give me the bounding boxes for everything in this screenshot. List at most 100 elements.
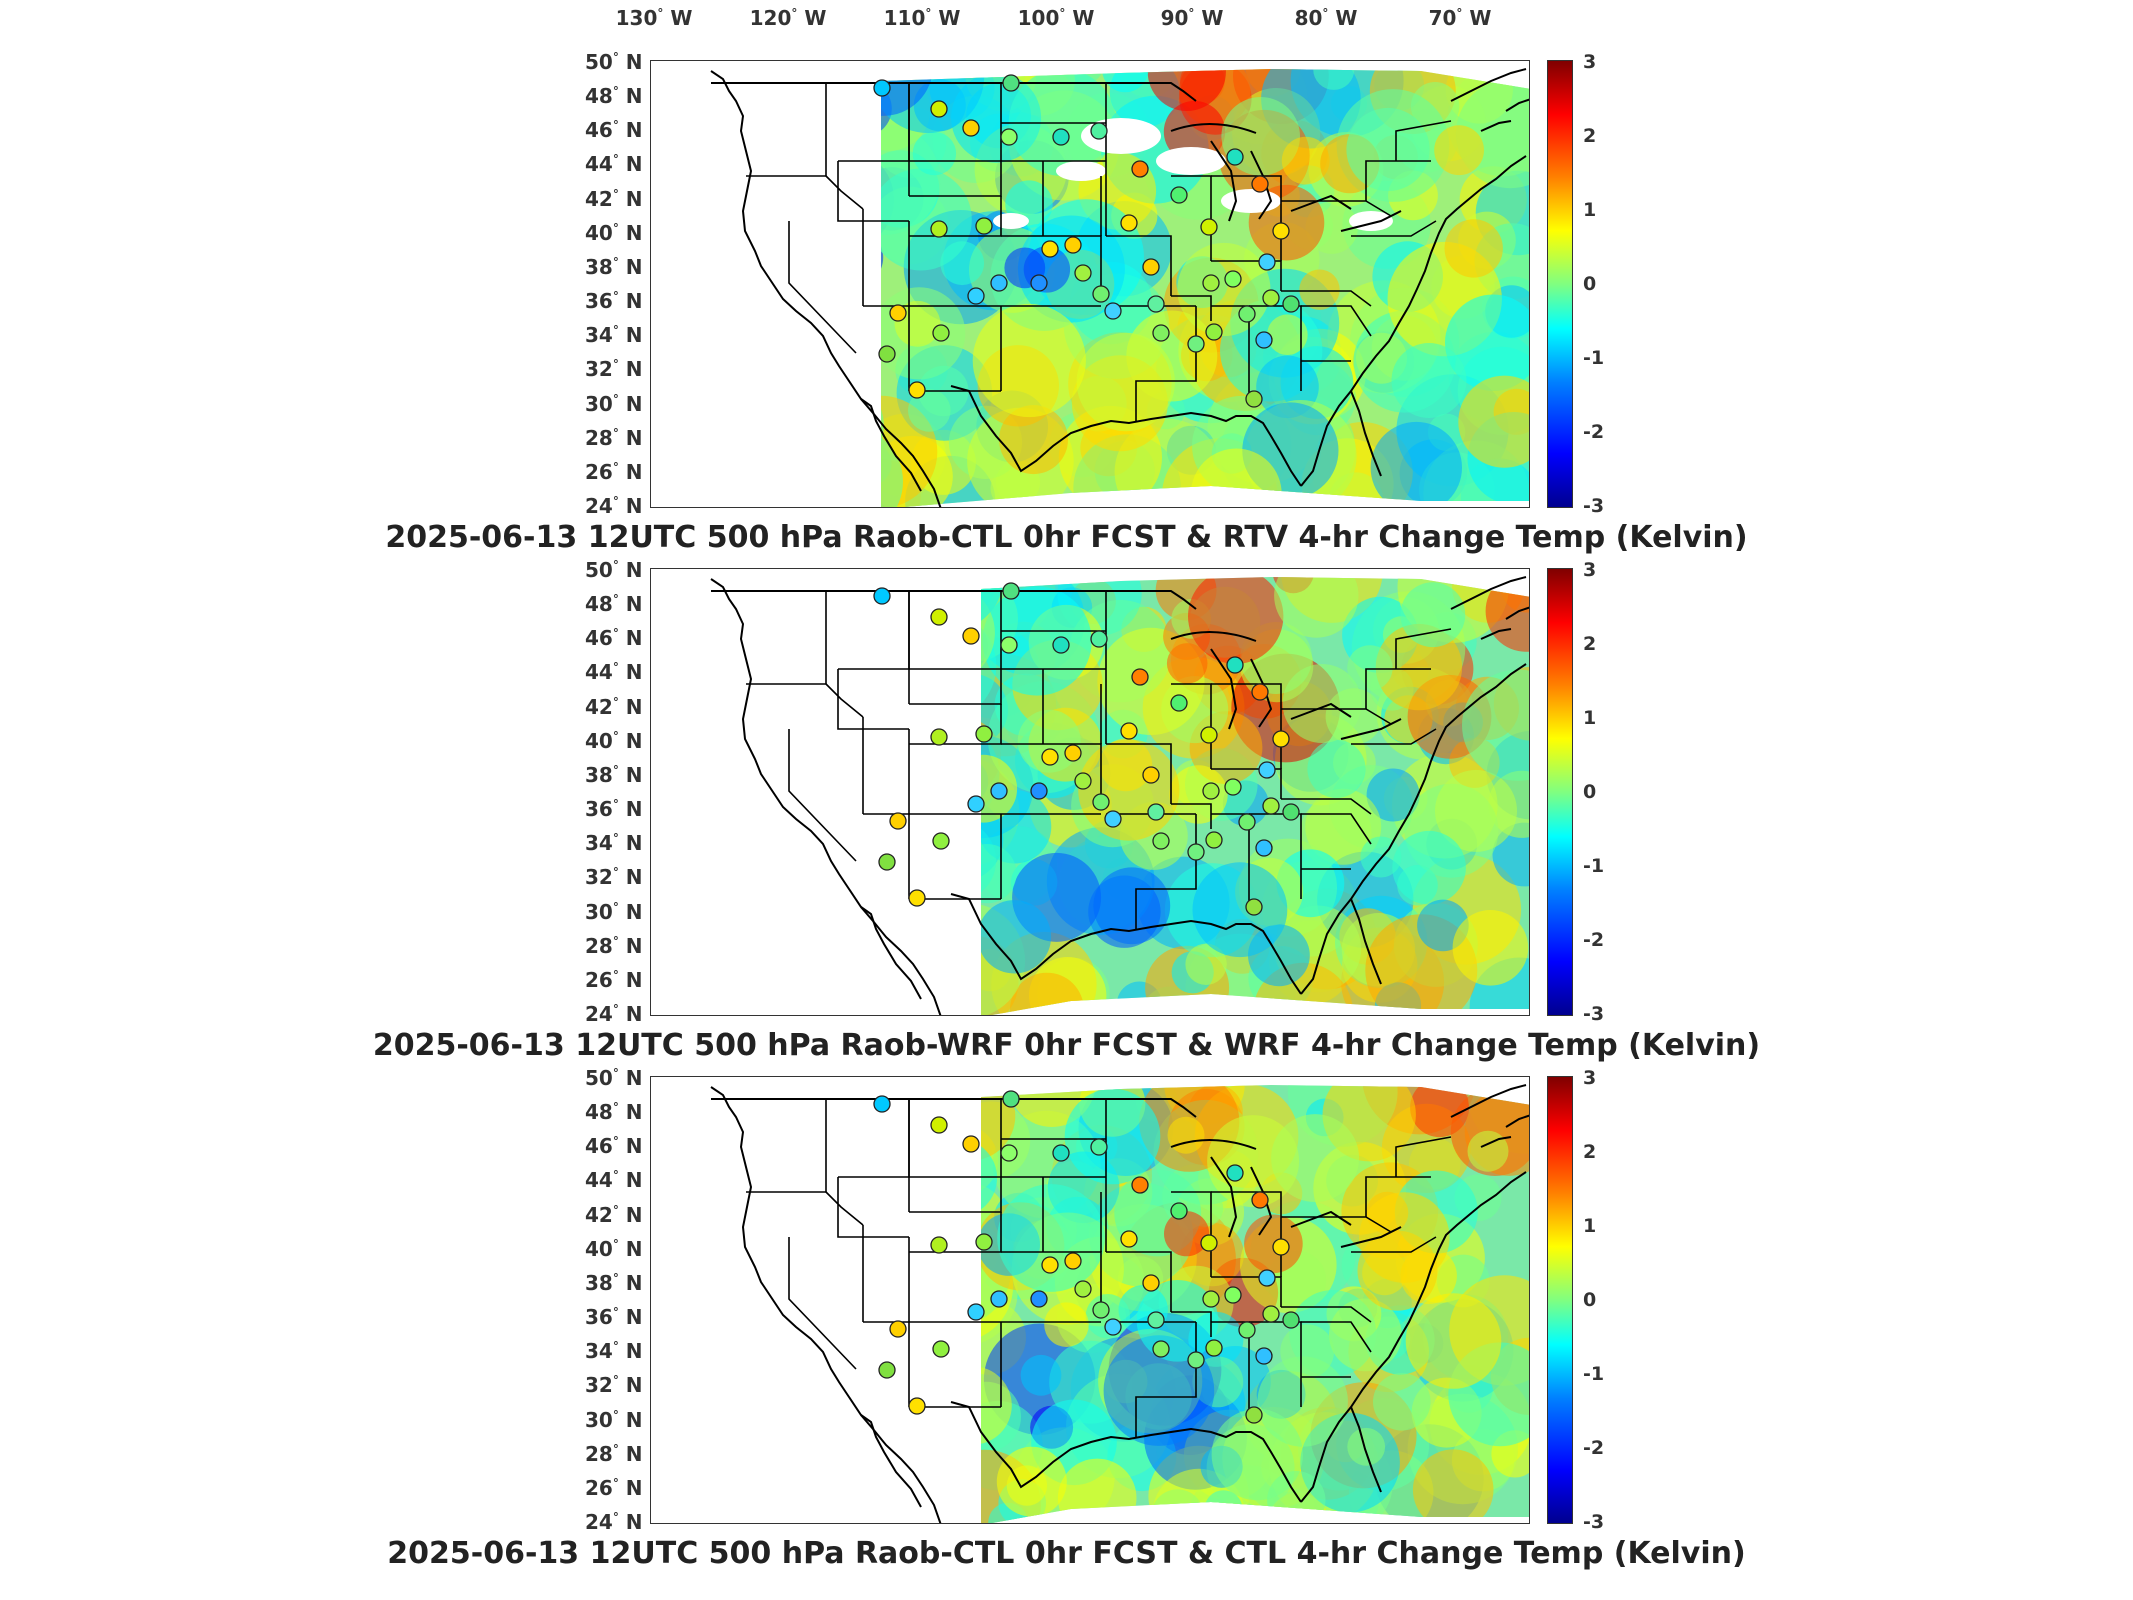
coastline <box>711 1098 1197 1118</box>
field-blob <box>783 657 849 723</box>
field-blob <box>1064 1088 1161 1185</box>
latitude-label: 50° N <box>585 50 643 74</box>
field-blob <box>982 586 1092 696</box>
raob-station-marker <box>1224 270 1242 288</box>
raob-station-marker <box>1147 803 1165 821</box>
missing-data-area <box>1056 161 1106 181</box>
field-blob <box>796 271 862 337</box>
field-blob <box>651 910 739 1016</box>
field-blob <box>881 148 895 251</box>
field-blob <box>838 1402 892 1456</box>
field-blob <box>876 1225 976 1325</box>
field-blob <box>651 1213 703 1283</box>
raob-station-marker <box>1258 761 1276 779</box>
raob-station-marker <box>1224 778 1242 796</box>
state-border <box>1365 1176 1431 1217</box>
raob-station-marker <box>1255 839 1273 857</box>
raob-station-marker <box>889 1320 907 1338</box>
raob-station-marker <box>873 587 891 605</box>
field-blob <box>713 569 807 660</box>
field-blob <box>726 1450 768 1492</box>
longitude-label: 110° W <box>883 6 961 30</box>
field-blob <box>972 303 1086 418</box>
field-blob <box>700 982 762 1016</box>
raob-station-marker <box>878 853 896 871</box>
field-blob <box>887 788 936 837</box>
raob-station-marker <box>1120 214 1138 232</box>
field-blob <box>651 1106 727 1209</box>
latitude-label: 40° N <box>585 728 643 753</box>
field-blob <box>1444 219 1503 278</box>
field-blob <box>668 1078 758 1168</box>
field-blob <box>660 88 745 173</box>
raob-station-marker <box>873 79 891 97</box>
field-blob <box>682 1390 741 1449</box>
field-blob <box>1370 421 1462 507</box>
field-blob <box>674 61 725 93</box>
field-blob <box>786 1395 897 1506</box>
field-blob <box>707 904 752 949</box>
field-blob <box>651 432 737 509</box>
map-panel-2: 50° N 48° N 46° N 44° N 42° N 40° N 38° N 36° N… <box>0 558 2133 1078</box>
field-blob <box>1211 1408 1303 1501</box>
field-blob <box>651 280 726 360</box>
coastline <box>710 1086 942 1523</box>
longitude-label: 90° W <box>1160 6 1224 30</box>
state-border <box>1395 1136 1452 1177</box>
field-blob <box>1467 1130 1509 1172</box>
raob-station-marker <box>1142 258 1160 276</box>
longitude-label: 70° W <box>1428 6 1492 30</box>
field-blob <box>678 86 725 133</box>
field-blob <box>1020 1354 1062 1396</box>
field-blob <box>681 589 772 680</box>
latitude-label: 30° N <box>585 391 643 416</box>
colorbar-tick-label: 0 <box>1583 273 1597 295</box>
longitude-label: 100° W <box>1017 6 1095 30</box>
field-blob <box>757 889 796 928</box>
field-blob <box>850 870 900 920</box>
field-blob <box>688 774 768 854</box>
field-blob <box>1359 1192 1450 1283</box>
raob-station-marker <box>1092 285 1110 303</box>
raob-station-marker <box>1282 1311 1300 1329</box>
raob-station-marker <box>1205 323 1223 341</box>
field-blob <box>881 69 934 116</box>
field-blob <box>697 836 808 947</box>
colorbar-tick-label: 3 <box>1583 1067 1597 1089</box>
field-blob <box>651 133 728 219</box>
raob-station-marker <box>932 832 950 850</box>
latitude-label: 38° N <box>585 1270 643 1295</box>
latitude-label: 32° N <box>585 1373 643 1398</box>
field-blob <box>686 1399 736 1449</box>
coastline <box>950 893 1302 995</box>
state-border <box>825 175 864 210</box>
state-border <box>1171 295 1212 321</box>
coastline <box>1350 898 1382 985</box>
coastline <box>1450 1084 1529 1148</box>
state-border <box>1106 235 1172 296</box>
field-blob <box>664 175 708 219</box>
state-border <box>837 1177 909 1238</box>
field-blob <box>819 1158 935 1274</box>
field-blob <box>651 1317 691 1381</box>
raob-station-marker <box>1142 1274 1160 1292</box>
field-blob <box>997 1184 1105 1292</box>
raob-station-marker <box>1202 274 1220 292</box>
latitude-label: 32° N <box>585 865 643 890</box>
field-blob <box>1281 136 1330 185</box>
field-blob <box>684 92 738 146</box>
raob-station-marker <box>908 381 926 399</box>
colorbar-tick-label: -2 <box>1583 929 1605 951</box>
field-blob <box>659 436 773 508</box>
temperature-field <box>651 569 1529 1016</box>
field-blob <box>661 1124 735 1198</box>
state-border <box>837 161 909 222</box>
coastline <box>1300 1171 1527 1503</box>
latitude-label: 50° N <box>585 1066 643 1090</box>
raob-station-marker <box>1200 218 1218 236</box>
raob-station-marker <box>1152 324 1170 342</box>
field-blob <box>1434 125 1484 176</box>
raob-station-marker <box>1202 782 1220 800</box>
raob-station-marker <box>1226 148 1244 166</box>
raob-station-marker <box>932 324 950 342</box>
